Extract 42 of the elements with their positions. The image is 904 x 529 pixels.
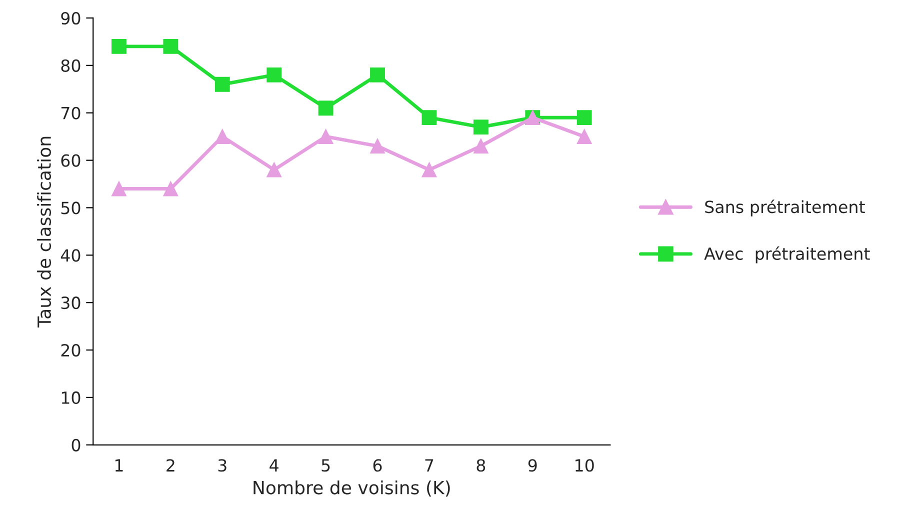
point (214, 129, 230, 144)
y-tick-label: 40 (60, 249, 80, 262)
point (318, 100, 334, 116)
x-tick-label: 10 (576, 459, 594, 472)
point (370, 138, 385, 154)
point (576, 110, 592, 126)
point (112, 181, 126, 196)
y-tick-label: 70 (61, 106, 80, 120)
x-tick-label: 7 (425, 459, 434, 472)
y-tick-label: 50 (61, 202, 80, 214)
point (318, 129, 334, 144)
point (163, 38, 178, 54)
y-tick-label: 20 (61, 344, 80, 357)
point (576, 129, 592, 144)
y-tick-label: 60 (61, 154, 80, 167)
point (422, 110, 437, 126)
x-tick-label: 6 (373, 459, 382, 472)
x-tick-label: 9 (528, 459, 537, 472)
y-tick-label: 80 (61, 59, 80, 72)
y-tick-label: 10 (62, 391, 80, 404)
x-tick-label: 1 (115, 459, 123, 472)
point (473, 138, 488, 154)
y-tick-label: 0 (72, 438, 80, 452)
x-tick-label: 8 (476, 459, 486, 472)
point (112, 38, 126, 54)
point (266, 67, 282, 82)
y-tick-label: 30 (61, 296, 80, 310)
y-tick-label: 90 (61, 12, 80, 25)
x-tick-label: 3 (218, 459, 226, 472)
x-tick-label: 2 (166, 459, 174, 472)
x-axis-title: Nombre de voisins (K) (254, 480, 450, 497)
legend-label: Sans prétraitement (705, 200, 865, 216)
point (473, 120, 488, 135)
point (266, 162, 282, 178)
x-tick-label: 5 (322, 459, 330, 472)
point (214, 76, 230, 92)
point (422, 162, 437, 178)
point (370, 67, 385, 82)
x-tick-label: 4 (270, 459, 278, 472)
legend-label: Avec prétraitement (704, 246, 870, 264)
point (163, 181, 178, 196)
y-axis-title: Taux de classification (37, 136, 52, 328)
